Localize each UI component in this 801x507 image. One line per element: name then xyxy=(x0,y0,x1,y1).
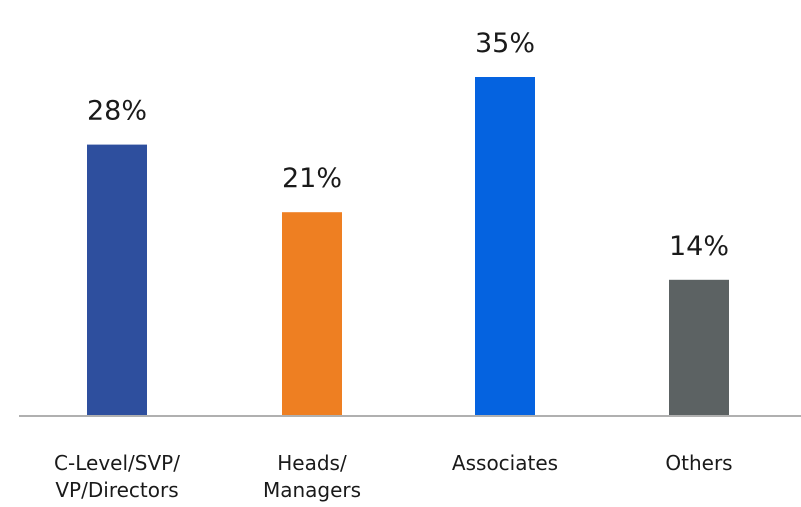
bar-3 xyxy=(669,279,729,415)
category-label-2: Associates xyxy=(451,451,559,475)
category-label-1: Heads/ Managers xyxy=(262,451,362,502)
data-label-2: 35% xyxy=(475,28,535,59)
data-label-1: 21% xyxy=(282,163,342,194)
bar-0 xyxy=(87,144,147,415)
category-label-3: Others xyxy=(665,451,733,475)
bar-2 xyxy=(475,77,535,415)
data-label-0: 28% xyxy=(87,96,147,127)
data-label-3: 14% xyxy=(669,231,729,262)
category-label-0: C-Level/SVP/ VP/Directors xyxy=(54,451,180,502)
bar-1 xyxy=(282,212,342,415)
